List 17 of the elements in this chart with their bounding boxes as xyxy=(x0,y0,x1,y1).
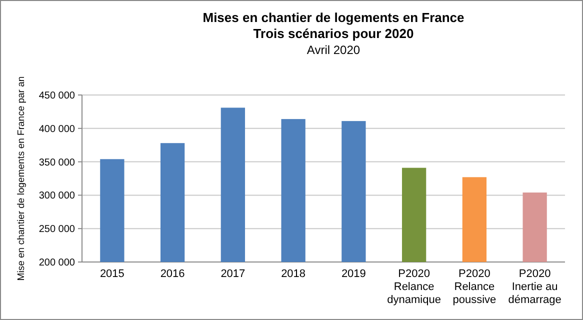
x-tick-label: P2020 Relance dynamique xyxy=(387,268,441,306)
x-tick-label: 2016 xyxy=(160,268,185,280)
y-tick-label: 250 000 xyxy=(38,224,76,236)
chart-title: Mises en chantier de logements en France Trois scénarios pour 2020 xyxy=(202,10,464,41)
x-tick-label: P2020 Relance poussive xyxy=(452,268,496,306)
x-tick-label: 2015 xyxy=(100,268,124,280)
y-axis-title: Mise en chantier de logements en France par an xyxy=(16,76,27,281)
y-tick-label: 400 000 xyxy=(38,124,76,135)
x-tick-label: P2020 Inertie au démarrage xyxy=(508,268,562,306)
y-tick-label: 350 000 xyxy=(38,157,76,168)
x-tick-label: 2018 xyxy=(281,268,306,280)
y-tick-label: 450 000 xyxy=(38,90,76,102)
y-tick-label: 300 000 xyxy=(38,190,76,202)
x-tick-label: 2019 xyxy=(341,268,366,280)
x-tick-label: 2017 xyxy=(220,268,246,280)
y-tick-label: 200 000 xyxy=(38,258,76,268)
chart-subtitle: Avril 2020 xyxy=(306,43,360,57)
